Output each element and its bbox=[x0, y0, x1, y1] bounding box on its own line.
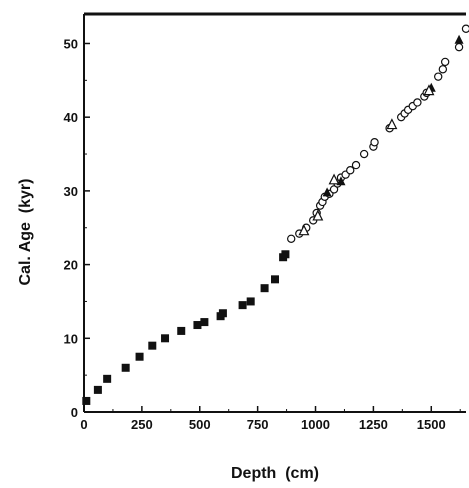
data-point-triangle-open bbox=[312, 209, 324, 221]
data-point-circle bbox=[440, 57, 450, 67]
data-point-square bbox=[135, 352, 144, 361]
data-point-triangle-filled bbox=[454, 34, 464, 44]
data-point-circle bbox=[370, 138, 379, 147]
data-point-square bbox=[148, 341, 157, 350]
y-tick-label: 50 bbox=[64, 36, 78, 51]
y-axis-title: Cal. Age (kyr) bbox=[17, 179, 34, 286]
data-point-square bbox=[260, 284, 269, 293]
data-point-circle bbox=[461, 24, 469, 33]
x-tick-label: 1250 bbox=[359, 417, 388, 432]
data-point-square bbox=[93, 385, 102, 394]
data-point-triangle-open bbox=[328, 173, 340, 185]
data-point-circle bbox=[346, 166, 355, 175]
data-point-square bbox=[82, 396, 91, 405]
data-point-square bbox=[103, 374, 112, 383]
x-tick-label: 1000 bbox=[301, 417, 330, 432]
data-point-circle bbox=[438, 65, 448, 74]
x-tick-label: 1500 bbox=[417, 417, 446, 432]
data-point-triangle-filled bbox=[322, 187, 332, 197]
data-point-square bbox=[121, 363, 130, 372]
data-point-circle bbox=[434, 72, 443, 81]
x-tick-label: 750 bbox=[247, 417, 269, 432]
data-point-square bbox=[281, 250, 290, 259]
x-axis-title: Depth (cm) bbox=[231, 465, 319, 482]
data-point-triangle-open bbox=[423, 84, 435, 96]
x-tick-label: 0 bbox=[80, 417, 87, 432]
y-tick-label: 30 bbox=[64, 184, 78, 199]
y-tick-label: 40 bbox=[64, 110, 78, 125]
data-point-square bbox=[177, 326, 186, 335]
data-point-square bbox=[238, 301, 247, 310]
data-point-square bbox=[200, 318, 209, 327]
axes: 0 250 500 750 1000 1250 1500 0 10 20 30 40 50 bbox=[64, 12, 466, 432]
data-point-square bbox=[246, 297, 255, 306]
data-point-square bbox=[193, 321, 202, 330]
x-tick-label: 500 bbox=[189, 417, 211, 432]
y-tick-label: 0 bbox=[71, 405, 78, 420]
data-point-circle bbox=[359, 149, 369, 159]
data-point-square bbox=[161, 334, 170, 343]
y-tick-label: 10 bbox=[64, 331, 78, 346]
data-point-circle bbox=[287, 234, 296, 243]
data-point-square bbox=[218, 309, 227, 318]
x-tick-label: 250 bbox=[131, 417, 153, 432]
data-point-triangle-open bbox=[386, 118, 398, 130]
data-point-square bbox=[271, 275, 279, 284]
data-point-circle bbox=[413, 98, 422, 107]
data-point-circle bbox=[454, 42, 464, 52]
y-tick-label: 20 bbox=[64, 258, 78, 273]
data-point-circle bbox=[351, 160, 361, 170]
data-point-triangle-open bbox=[298, 224, 310, 236]
data-marks bbox=[82, 24, 469, 405]
